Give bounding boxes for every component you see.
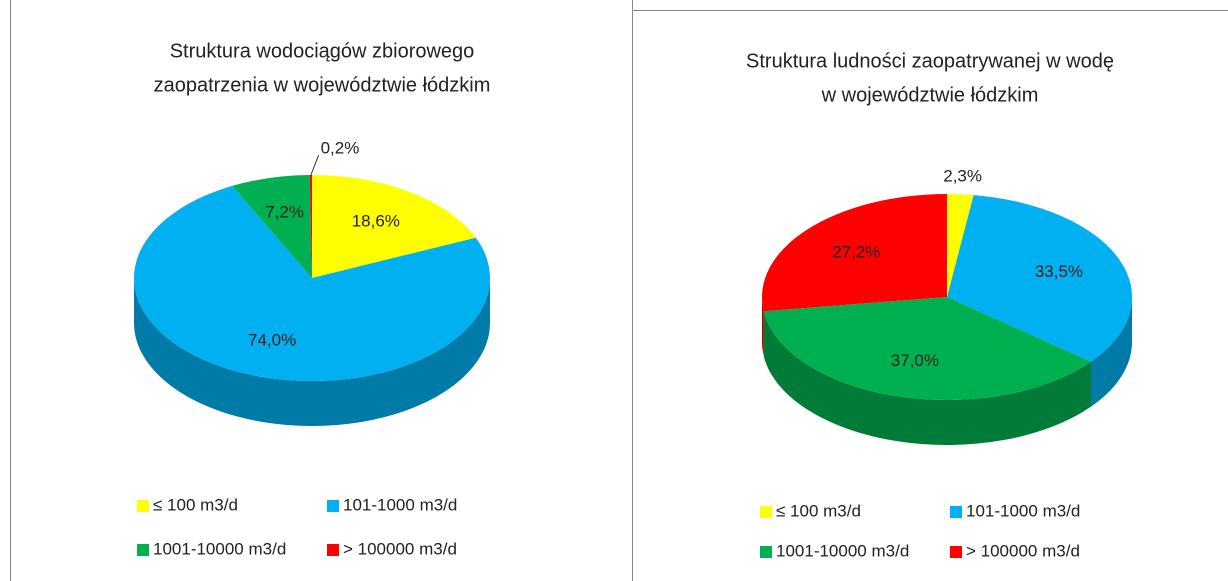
legend-swatch (327, 544, 339, 556)
legend-label: 101-1000 m3/d (343, 495, 457, 514)
pie-slice-side (134, 278, 490, 426)
pie-slice-side (1091, 297, 1132, 407)
pie-slice (134, 185, 491, 381)
legend-swatch (950, 546, 962, 558)
legend-label: ≤ 100 m3/d (776, 501, 861, 520)
legend-swatch (137, 500, 149, 512)
legend-label: 101-1000 m3/d (966, 501, 1080, 520)
data-label: 18,6% (352, 212, 400, 231)
legend-swatch (950, 506, 962, 518)
data-label: 7,2% (265, 202, 304, 221)
pie-slice (763, 297, 1092, 400)
pie-slice (947, 195, 1132, 362)
data-label: 27,2% (832, 243, 880, 262)
legend-swatch (137, 544, 149, 556)
legend-swatch (760, 546, 772, 558)
data-label: 37,0% (891, 351, 939, 370)
legend-label: 1001-10000 m3/d (153, 539, 286, 558)
pie-slice (232, 175, 312, 278)
data-label: 2,3% (943, 166, 982, 185)
legend-label: > 100000 m3/d (966, 541, 1080, 560)
legend-label: 1001-10000 m3/d (776, 541, 909, 560)
leader-line (310, 155, 320, 176)
chart-title: Struktura wodociągów zbiorowego (170, 40, 475, 62)
legend-swatch (327, 500, 339, 512)
chart-title: Struktura ludności zaopatrywanej w wodę (746, 50, 1114, 72)
pie-slice (762, 194, 947, 312)
pie-slice-side (763, 311, 1092, 446)
legend-label: > 100000 m3/d (343, 539, 457, 558)
chart-title: zaopatrzenia w województwie łódzkim (154, 74, 491, 96)
chart-title: w województwie łódzkim (821, 84, 1039, 106)
pie-slice (312, 175, 476, 278)
data-label: 33,5% (1035, 262, 1083, 281)
legend-swatch (760, 506, 772, 518)
data-label: 74,0% (248, 330, 296, 349)
pie-slice (947, 194, 974, 297)
legend-label: ≤ 100 m3/d (153, 495, 238, 514)
pie-slice-side (762, 297, 764, 357)
data-label: 0,2% (321, 139, 360, 158)
pie-slice (309, 175, 312, 278)
